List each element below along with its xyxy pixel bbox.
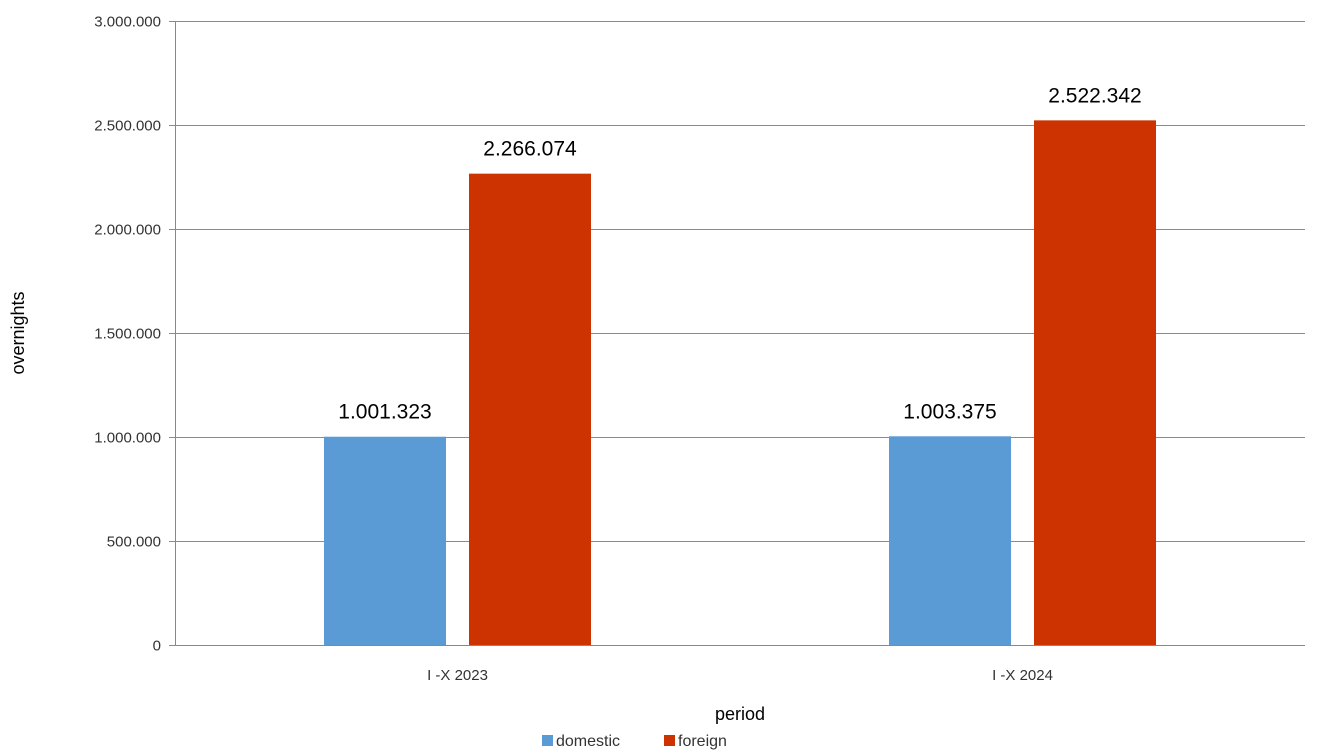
bar-domestic — [324, 436, 446, 645]
legend: domestic foreign — [542, 733, 727, 750]
bar-foreign — [469, 173, 591, 645]
y-tick-label: 500.000 — [107, 534, 161, 551]
data-labels: 1.001.323 2.266.074 1.003.375 2.522.342 — [338, 84, 1141, 423]
y-tick-label: 1.500.000 — [94, 326, 161, 343]
bars — [324, 120, 1156, 646]
y-tick-label: 1.000.000 — [94, 430, 161, 447]
legend-swatch-domestic — [542, 735, 553, 746]
y-tick-label: 3.000.000 — [94, 14, 161, 31]
data-label: 1.001.323 — [338, 401, 431, 424]
data-label: 1.003.375 — [903, 400, 996, 423]
legend-swatch-foreign — [664, 735, 675, 746]
data-label: 2.522.342 — [1048, 84, 1141, 107]
bar-domestic — [889, 436, 1011, 645]
legend-label-domestic: domestic — [556, 733, 620, 750]
legend-label-foreign: foreign — [678, 733, 727, 750]
y-tick-label: 2.500.000 — [94, 118, 161, 135]
x-axis-ticks: I -X 2023 I -X 2024 — [427, 667, 1053, 684]
y-axis-title: overnights — [8, 291, 28, 374]
x-tick-label: I -X 2023 — [427, 667, 488, 684]
x-tick-label: I -X 2024 — [992, 667, 1053, 684]
y-axis-ticks: 0 500.000 1.000.000 1.500.000 2.000.000 2.500… — [94, 14, 161, 655]
y-tick-label: 2.000.000 — [94, 222, 161, 239]
y-tick-label: 0 — [153, 638, 161, 655]
bar-foreign — [1034, 120, 1156, 646]
data-label: 2.266.074 — [483, 138, 577, 161]
x-axis-title: period — [715, 704, 765, 724]
